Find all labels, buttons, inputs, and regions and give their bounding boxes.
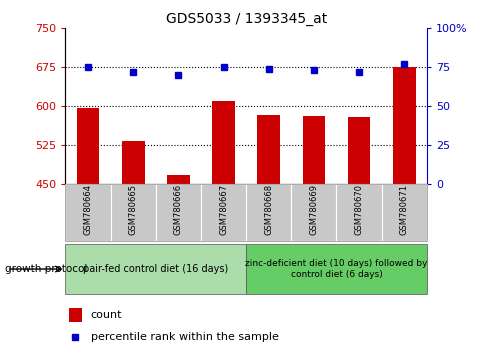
- Bar: [212, 101, 234, 184]
- Bar: [245, 244, 426, 294]
- Bar: [291, 184, 336, 241]
- Bar: [302, 115, 324, 184]
- Text: GSM780665: GSM780665: [128, 184, 137, 235]
- Text: pair-fed control diet (16 days): pair-fed control diet (16 days): [83, 264, 228, 274]
- Bar: [65, 244, 245, 294]
- Bar: [257, 115, 279, 184]
- Bar: [200, 184, 245, 241]
- Text: GSM780664: GSM780664: [83, 184, 92, 235]
- Text: growth protocol: growth protocol: [5, 264, 87, 274]
- Title: GDS5033 / 1393345_at: GDS5033 / 1393345_at: [165, 12, 326, 26]
- Text: GSM780669: GSM780669: [309, 184, 318, 235]
- Bar: [155, 184, 200, 241]
- Bar: [347, 117, 370, 184]
- Text: GSM780667: GSM780667: [219, 184, 227, 235]
- Text: GSM780671: GSM780671: [399, 184, 408, 235]
- Bar: [245, 184, 291, 241]
- Text: zinc-deficient diet (10 days) followed by
control diet (6 days): zinc-deficient diet (10 days) followed b…: [245, 259, 427, 279]
- Bar: [392, 67, 415, 184]
- Bar: [336, 184, 381, 241]
- Text: GSM780666: GSM780666: [174, 184, 182, 235]
- Bar: [69, 308, 82, 321]
- Text: count: count: [91, 310, 122, 320]
- Text: GSM780670: GSM780670: [354, 184, 363, 235]
- Bar: [167, 175, 189, 184]
- Text: percentile rank within the sample: percentile rank within the sample: [91, 332, 278, 342]
- Bar: [65, 184, 110, 241]
- Bar: [76, 108, 99, 184]
- Bar: [110, 184, 155, 241]
- Text: GSM780668: GSM780668: [264, 184, 272, 235]
- Bar: [381, 184, 426, 241]
- Bar: [121, 141, 144, 184]
